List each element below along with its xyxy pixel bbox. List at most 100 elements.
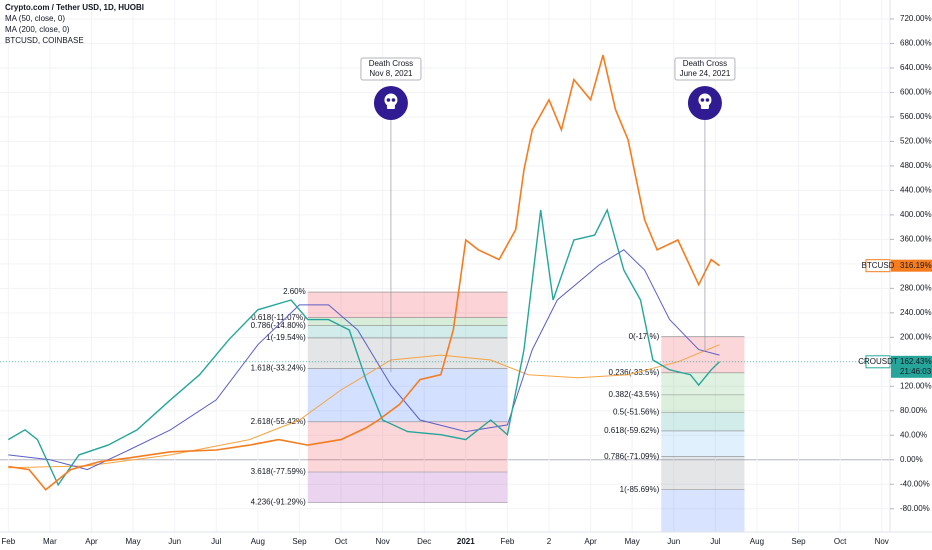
y-tick-label: 120.00% <box>900 381 932 390</box>
x-tick-label: Dec <box>417 537 431 546</box>
fib-band <box>307 317 508 326</box>
fib-label: 0.618(-59.62%) <box>604 426 659 435</box>
y-tick-label: 0.00% <box>900 455 923 464</box>
legend-entry: BTCUSD, COINBASE <box>5 36 84 45</box>
fib-label: 3.618(-77.59%) <box>251 467 306 476</box>
skull <box>384 93 398 107</box>
fib-band <box>661 412 745 431</box>
fib-band <box>661 489 745 532</box>
series-tag <box>865 259 891 273</box>
fib-label: 1(-19.54%) <box>266 333 306 342</box>
skull-eye <box>391 98 396 102</box>
y-tick-label: 40.00% <box>900 430 927 439</box>
y-tick-label: 200.00% <box>900 332 932 341</box>
series-tag-name: BTCUSD <box>862 261 895 270</box>
fib-label: 0.786(-71.09%) <box>604 452 659 461</box>
fib-band <box>661 456 745 490</box>
fib-label: 2.618(-55.42%) <box>251 417 306 426</box>
annotation-title: Death Cross <box>683 59 727 68</box>
x-tick-label: Jul <box>211 537 221 546</box>
y-tick-label: 240.00% <box>900 308 932 317</box>
x-tick-label: May <box>625 537 640 546</box>
x-tick-label: Mar <box>43 537 57 546</box>
y-tick-label: 560.00% <box>900 112 932 121</box>
x-tick-label: Feb <box>500 537 514 546</box>
series-line <box>8 249 720 471</box>
x-tick-label: Apr <box>584 537 597 546</box>
fib-label: 0.382(-43.5%) <box>609 390 660 399</box>
fib-label: 0.618(-11.07%) <box>251 313 306 322</box>
fib-label: 1(-85.69%) <box>620 485 660 494</box>
annotation-box <box>674 57 736 81</box>
y-tick-label: -40.00% <box>900 479 930 488</box>
annotation-box <box>360 57 422 81</box>
legend-entry: MA (50, close, 0) <box>5 14 65 23</box>
series-line <box>8 344 720 469</box>
y-tick-label: 600.00% <box>900 88 932 97</box>
fib-label: 2.60% <box>283 287 306 296</box>
legend: Crypto.com / Tether USD, 1D, HUOBI MA (50… <box>5 3 144 45</box>
fib-band <box>661 394 745 413</box>
x-tick-label: 2021 <box>457 537 475 546</box>
x-tick-label: Jun <box>168 537 181 546</box>
fib-layer: 2.60%0.618(-11.07%)0.786(-14.80%)1(-19.5… <box>251 287 745 532</box>
x-tick-label: Sep <box>791 537 806 546</box>
skull-eye <box>700 98 705 102</box>
legend-entry: MA (200, close, 0) <box>5 25 70 34</box>
fib-band <box>307 325 508 338</box>
skull-jaw <box>700 104 709 109</box>
y-tick-label: -80.00% <box>900 504 930 513</box>
x-tick-label: Oct <box>335 537 348 546</box>
skull-eye <box>705 98 710 102</box>
x-tick-label: Oct <box>834 537 847 546</box>
price-tag-value: 316.19% <box>900 261 932 270</box>
y-tick-label: 720.00% <box>900 14 932 23</box>
x-tick-label: Jun <box>667 537 680 546</box>
skull-jaw <box>386 104 395 109</box>
x-tick-label: Feb <box>1 537 15 546</box>
series-line <box>7 208 720 487</box>
fib-label: 0.5(-51.56%) <box>613 408 660 417</box>
x-tick-label: Nov <box>875 537 889 546</box>
fib-label: 0.236(-33.5%) <box>609 368 660 377</box>
price-tag-countdown: 21:46:03 <box>900 367 932 376</box>
x-tick-label: Apr <box>85 537 98 546</box>
y-tick-label: 680.00% <box>900 39 932 48</box>
y-tick-label: 400.00% <box>900 210 932 219</box>
x-tick-label: Jul <box>710 537 720 546</box>
fib-band <box>307 337 508 369</box>
price-tag <box>891 355 932 378</box>
x-tick-label: 2 <box>547 537 552 546</box>
fib-band <box>307 292 508 318</box>
axis-layer: 720.00% 680.00% 640.00% 600.00% 560.00% 520.0… <box>1 14 932 546</box>
y-tick-label: 440.00% <box>900 186 932 195</box>
fib-label: 4.236(-91.29%) <box>251 498 306 507</box>
annotation-date: Nov 8, 2021 <box>369 69 413 78</box>
annotation-date: June 24, 2021 <box>680 69 731 78</box>
y-tick-label: 280.00% <box>900 283 932 292</box>
x-tick-label: Aug <box>251 537 265 546</box>
price-tag <box>891 259 932 272</box>
y-tick-label: 80.00% <box>900 406 927 415</box>
x-tick-label: Sep <box>292 537 307 546</box>
y-tick-label: 480.00% <box>900 161 932 170</box>
price-tag-value: 162.43% <box>900 357 932 366</box>
series-line <box>8 54 720 491</box>
x-tick-label: Nov <box>375 537 389 546</box>
y-tick-label: 640.00% <box>900 63 932 72</box>
series-tag <box>865 355 891 369</box>
y-tick-label: 360.00% <box>900 234 932 243</box>
fib-label: 0(-17.%) <box>629 332 660 341</box>
series-tag-name: CROUSDT <box>858 357 898 366</box>
annotation-title: Death Cross <box>369 59 413 68</box>
fib-band <box>307 472 508 503</box>
fib-band <box>661 430 745 457</box>
skull-eye <box>386 98 391 102</box>
fib-band <box>661 336 745 373</box>
skull <box>698 93 712 107</box>
x-tick-label: May <box>126 537 141 546</box>
fib-band <box>661 372 745 395</box>
x-tick-label: Aug <box>750 537 764 546</box>
